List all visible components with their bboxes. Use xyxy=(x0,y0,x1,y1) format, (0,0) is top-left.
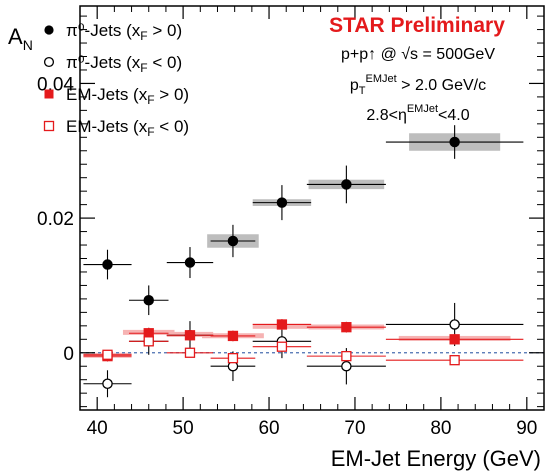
data-point xyxy=(102,259,113,270)
x-tick-label: 60 xyxy=(258,418,279,439)
data-markers xyxy=(102,136,460,389)
data-point xyxy=(102,378,113,389)
data-point xyxy=(449,319,460,330)
data-point xyxy=(449,334,460,345)
legend-entry-em-xf-neg: EM-Jets (xF < 0) xyxy=(43,117,189,139)
legend-marker-em-xf-pos xyxy=(44,89,54,99)
data-point xyxy=(184,257,196,268)
legend-label-pi0-xf-neg: π⁰-Jets (xF < 0) xyxy=(66,53,182,75)
data-point xyxy=(341,350,352,362)
data-point xyxy=(341,360,352,372)
legend-entry-em-xf-pos: EM-Jets (xF > 0) xyxy=(44,85,189,107)
eta-cut-label: 2.8<ηEMJet<4.0 xyxy=(366,103,469,124)
legend-label-em-xf-neg: EM-Jets (xF < 0) xyxy=(66,117,189,139)
data-point xyxy=(276,197,288,208)
legend-label-pi0-xf-pos: π⁰-Jets (xF > 0) xyxy=(66,21,182,43)
data-point xyxy=(341,179,352,190)
collision-label: p+p↑ @ √s = 500GeV xyxy=(341,46,495,63)
legend-entry-pi0-xf-neg: π⁰-Jets (xF < 0) xyxy=(43,53,182,75)
x-tick-label: 90 xyxy=(516,418,537,439)
legend-marker-em-xf-neg xyxy=(43,120,55,132)
legend: π⁰-Jets (xF > 0) π⁰-Jets (xF < 0) EM-Jet… xyxy=(43,21,189,139)
data-point xyxy=(143,294,154,306)
x-tick-label: 50 xyxy=(173,418,194,439)
data-point xyxy=(102,349,113,360)
legend-label-em-xf-pos: EM-Jets (xF > 0) xyxy=(66,85,189,107)
x-tick-label: 40 xyxy=(87,418,108,439)
x-tick-label: 80 xyxy=(430,418,451,439)
legend-marker-pi0-xf-pos xyxy=(44,25,54,35)
legend-entry-pi0-xf-pos: π⁰-Jets (xF > 0) xyxy=(44,21,182,43)
data-point xyxy=(276,319,288,330)
y-tick-label: 0.02 xyxy=(37,209,74,230)
data-point xyxy=(276,341,288,352)
data-point xyxy=(184,347,196,358)
x-axis-title: EM-Jet Energy (GeV) xyxy=(331,446,541,471)
data-point xyxy=(449,136,460,148)
data-point xyxy=(227,353,239,364)
data-point xyxy=(227,330,239,342)
data-point xyxy=(143,336,154,347)
star-preliminary-label: STAR Preliminary xyxy=(329,14,505,37)
data-point xyxy=(184,330,196,341)
y-tick-label: 0 xyxy=(63,344,74,365)
data-point xyxy=(449,355,460,366)
x-tick-label: 70 xyxy=(344,418,365,439)
legend-marker-pi0-xf-neg xyxy=(43,56,55,68)
plot-frame xyxy=(79,5,545,411)
data-point xyxy=(341,322,352,333)
data-point xyxy=(227,235,239,247)
